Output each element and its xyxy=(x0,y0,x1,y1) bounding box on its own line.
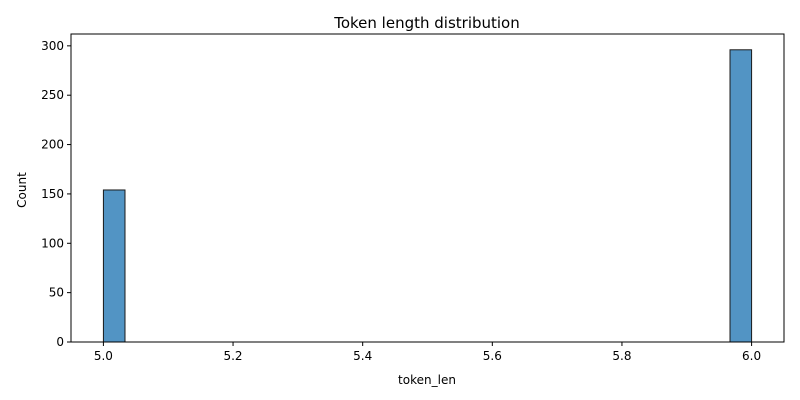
y-tick-label: 50 xyxy=(49,286,64,300)
x-tick-label: 5.8 xyxy=(612,349,631,363)
chart-title: Token length distribution xyxy=(333,14,520,32)
y-axis-label: Count xyxy=(15,172,29,208)
y-axis-ticks: 0 50 100 150 200 250 300 xyxy=(41,39,71,349)
x-tick-label: 6.0 xyxy=(742,349,761,363)
x-tick-label: 5.2 xyxy=(223,349,242,363)
y-tick-label: 200 xyxy=(41,138,64,152)
y-tick-label: 0 xyxy=(56,335,64,349)
y-tick-label: 100 xyxy=(41,236,64,250)
x-axis-ticks: 5.0 5.2 5.4 5.6 5.8 6.0 xyxy=(94,342,761,363)
x-tick-label: 5.6 xyxy=(483,349,502,363)
histogram-bar xyxy=(729,49,753,343)
x-axis-label: token_len xyxy=(398,373,456,387)
bars-group xyxy=(102,49,753,343)
y-tick-label: 250 xyxy=(41,88,64,102)
x-tick-label: 5.4 xyxy=(353,349,372,363)
x-tick-label: 5.0 xyxy=(94,349,113,363)
y-tick-label: 150 xyxy=(41,187,64,201)
histogram-bar xyxy=(102,189,126,343)
plot-frame xyxy=(70,33,785,343)
y-tick-label: 300 xyxy=(41,39,64,53)
